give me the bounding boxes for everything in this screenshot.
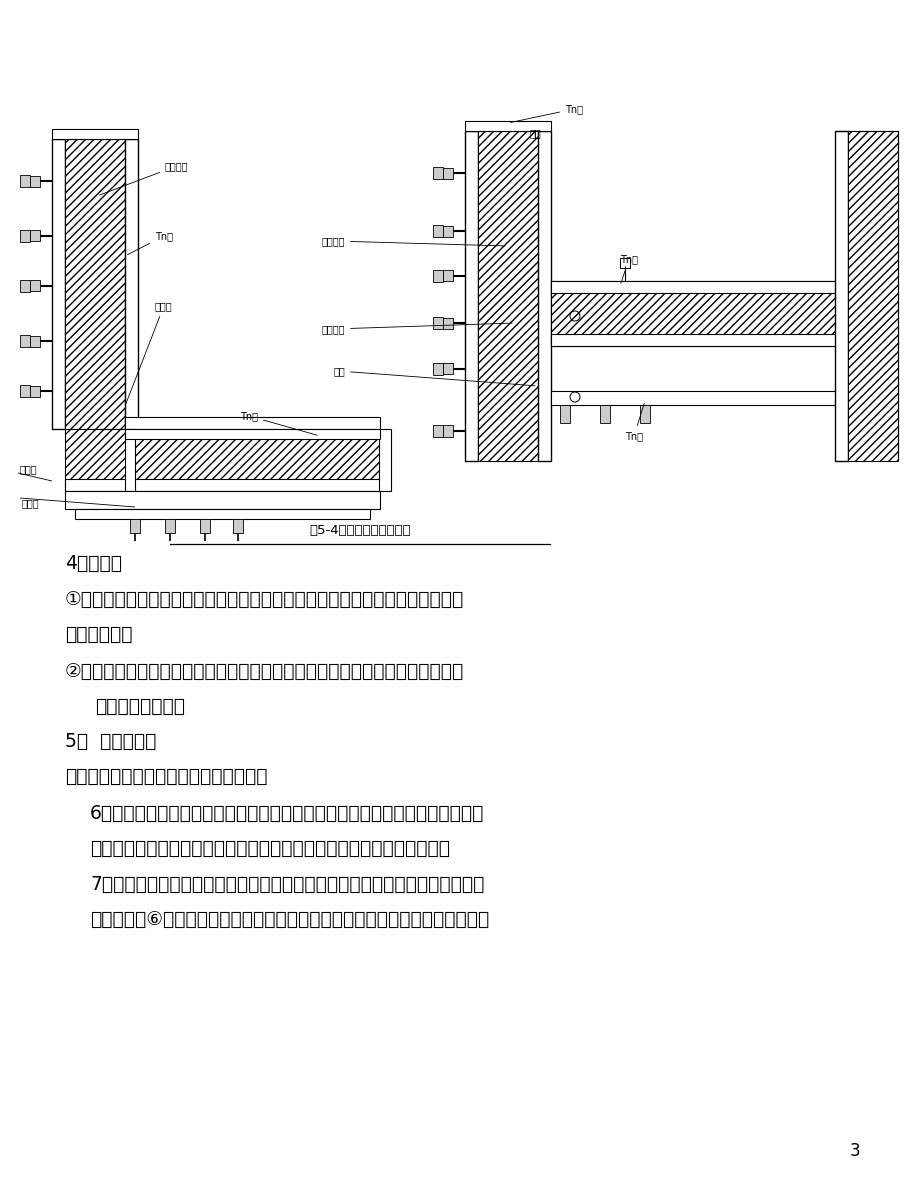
Text: 5、  模板隔离剂: 5、 模板隔离剂: [65, 731, 156, 750]
Bar: [443, 270, 452, 281]
Bar: [65, 491, 380, 509]
Bar: [65, 429, 380, 491]
Bar: [847, 131, 897, 461]
Bar: [65, 139, 125, 429]
Bar: [880, 281, 892, 347]
Text: 7、墙模板就位前钢筋应绑扎完成，并挂好保护层定位卡，水电预埋应完成，并: 7、墙模板就位前钢筋应绑扎完成，并挂好保护层定位卡，水电预埋应完成，并: [90, 874, 483, 893]
Bar: [640, 405, 650, 423]
Bar: [433, 363, 443, 375]
Text: 墙体: 墙体: [529, 127, 541, 138]
Text: 3: 3: [849, 1142, 859, 1160]
Bar: [75, 509, 369, 519]
Bar: [550, 391, 881, 405]
Text: 用大模专用油涂刷模板表面，以防粘结。: 用大模专用油涂刷模板表面，以防粘结。: [65, 767, 267, 786]
Bar: [130, 519, 140, 534]
Bar: [433, 225, 443, 237]
Bar: [560, 405, 570, 423]
Bar: [443, 225, 452, 237]
Text: Tn板: Tn板: [624, 404, 643, 441]
Text: 经过验收。⑥模板安装就位后按照上图进行加固，对拉螺杆应随时拼装随就位。: 经过验收。⑥模板安装就位后按照上图进行加固，对拉螺杆应随时拼装随就位。: [90, 910, 489, 929]
Text: ①底模：小于一米时可在墙体拆完后脱模，大于一米的梁底模应改换木模，与顶: ①底模：小于一米时可在墙体拆完后脱模，大于一米的梁底模应改换木模，与顶: [65, 590, 464, 609]
Text: ②梁侧模：与墙一块浇筑的梁模在拆除墙板墙将上口用铁丝绑扎，防止墙模吊走: ②梁侧模：与墙一块浇筑的梁模在拆除墙板墙将上口用铁丝绑扎，防止墙模吊走: [65, 661, 464, 680]
Text: 小扒勾: 小扒勾: [22, 498, 40, 509]
Bar: [165, 519, 175, 534]
Bar: [65, 479, 380, 491]
Bar: [199, 519, 210, 534]
Bar: [443, 318, 452, 329]
Bar: [20, 175, 30, 187]
Text: 6、模板由具有专业加工的生产厂家按图纸设计生产加工。模板现场在售后服务: 6、模板由具有专业加工的生产厂家按图纸设计生产加工。模板现场在售后服务: [90, 804, 483, 823]
Text: 穿墙螺栓: 穿墙螺栓: [321, 236, 505, 247]
Text: 板一块拆模。: 板一块拆模。: [65, 624, 132, 643]
Text: Tn板: Tn板: [619, 254, 637, 283]
Text: Tn板: Tn板: [240, 411, 317, 435]
Bar: [125, 429, 135, 491]
Bar: [125, 417, 380, 429]
Text: 阳角模: 阳角模: [20, 464, 38, 474]
Text: Tn板: Tn板: [128, 231, 173, 255]
Bar: [20, 280, 30, 292]
Bar: [433, 270, 443, 282]
Bar: [379, 429, 391, 491]
Bar: [30, 175, 40, 187]
Bar: [433, 167, 443, 179]
Bar: [550, 333, 881, 347]
Bar: [550, 281, 881, 293]
Bar: [233, 519, 243, 534]
Bar: [20, 335, 30, 347]
Bar: [478, 131, 538, 461]
Text: 后出现安全事故。: 后出现安全事故。: [95, 697, 185, 716]
Bar: [464, 131, 478, 461]
Bar: [599, 405, 609, 423]
Bar: [20, 230, 30, 242]
Text: 人员的指导下就位安装，整体安装一层结束后，售后服务人员方可离场。: 人员的指导下就位安装，整体安装一层结束后，售后服务人员方可离场。: [90, 838, 449, 858]
Text: 4、梁模：: 4、梁模：: [65, 554, 122, 573]
Bar: [52, 139, 65, 429]
Bar: [834, 131, 847, 461]
Bar: [433, 425, 443, 437]
Bar: [125, 139, 138, 429]
Text: 背楞: 背楞: [333, 366, 535, 386]
Bar: [30, 231, 40, 242]
Text: 图5-4：阴、阳角模安装图: 图5-4：阴、阳角模安装图: [309, 524, 411, 537]
Bar: [443, 168, 452, 179]
Bar: [125, 429, 380, 439]
Text: Tn板: Tn板: [510, 104, 583, 123]
Text: 弯头螺栓: 弯头螺栓: [321, 323, 512, 333]
Bar: [30, 281, 40, 292]
Bar: [443, 363, 452, 374]
Bar: [30, 336, 40, 347]
Bar: [443, 425, 452, 436]
Bar: [52, 129, 138, 139]
Text: 阴角模: 阴角模: [126, 301, 173, 404]
Bar: [550, 281, 881, 347]
Bar: [30, 386, 40, 397]
Bar: [619, 258, 630, 268]
Bar: [20, 385, 30, 397]
Bar: [433, 317, 443, 329]
Text: 穿墙螺栓: 穿墙螺栓: [99, 161, 188, 195]
Bar: [538, 131, 550, 461]
Bar: [464, 121, 550, 131]
